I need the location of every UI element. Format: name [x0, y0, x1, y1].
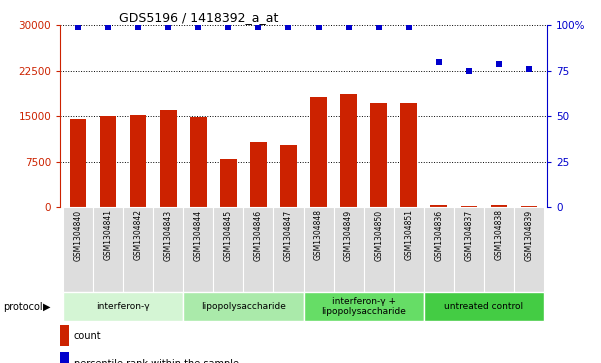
Bar [130, 115, 147, 207]
Text: GSM1304838: GSM1304838 [495, 209, 503, 261]
Bar [70, 119, 87, 207]
Bar [60, 352, 69, 363]
Bar [454, 207, 484, 292]
Bar [484, 207, 514, 292]
Bar [490, 205, 507, 207]
Bar [220, 159, 237, 207]
Text: GSM1304841: GSM1304841 [104, 209, 112, 261]
Text: percentile rank within the sample: percentile rank within the sample [74, 359, 239, 363]
Bar [60, 325, 69, 346]
Point [494, 61, 504, 66]
Point [224, 24, 233, 30]
Bar [334, 207, 364, 292]
Point [133, 24, 143, 30]
Text: untreated control: untreated control [444, 302, 523, 311]
Bar [424, 292, 544, 321]
Bar [183, 292, 304, 321]
Bar [183, 207, 213, 292]
Text: count: count [74, 331, 102, 341]
Point [163, 24, 173, 30]
Bar [213, 207, 243, 292]
Bar [100, 116, 117, 207]
Text: GSM1304839: GSM1304839 [525, 209, 533, 261]
Text: GSM1304842: GSM1304842 [134, 209, 142, 261]
Text: interferon-γ: interferon-γ [96, 302, 150, 311]
Text: GSM1304845: GSM1304845 [224, 209, 233, 261]
Text: GDS5196 / 1418392_a_at: GDS5196 / 1418392_a_at [118, 11, 278, 24]
Point [194, 24, 203, 30]
Text: GSM1304849: GSM1304849 [344, 209, 353, 261]
Point [314, 24, 323, 30]
Bar [460, 206, 477, 207]
Point [73, 24, 83, 30]
Point [434, 59, 444, 65]
Text: GSM1304837: GSM1304837 [465, 209, 473, 261]
Point [103, 24, 113, 30]
Bar [153, 207, 183, 292]
Point [344, 24, 353, 30]
Bar [364, 207, 394, 292]
Bar [304, 292, 424, 321]
Point [404, 24, 413, 30]
Text: GSM1304847: GSM1304847 [284, 209, 293, 261]
Text: GSM1304848: GSM1304848 [314, 209, 323, 261]
Text: GSM1304844: GSM1304844 [194, 209, 203, 261]
Text: GSM1304851: GSM1304851 [404, 209, 413, 261]
Bar [190, 117, 207, 207]
Bar [430, 205, 447, 207]
Text: GSM1304840: GSM1304840 [74, 209, 82, 261]
Text: lipopolysaccharide: lipopolysaccharide [201, 302, 286, 311]
Bar [123, 207, 153, 292]
Bar [400, 103, 417, 207]
Text: GSM1304843: GSM1304843 [164, 209, 172, 261]
Bar [394, 207, 424, 292]
Point [284, 24, 293, 30]
Bar [520, 206, 537, 207]
Bar [160, 110, 177, 207]
Point [254, 24, 263, 30]
Bar [514, 207, 544, 292]
Text: GSM1304850: GSM1304850 [374, 209, 383, 261]
Bar [340, 94, 357, 207]
Text: ▶: ▶ [43, 302, 50, 312]
Text: interferon-γ +
lipopolysaccharide: interferon-γ + lipopolysaccharide [321, 297, 406, 317]
Text: protocol: protocol [3, 302, 43, 312]
Point [524, 66, 534, 72]
Bar [304, 207, 334, 292]
Bar [93, 207, 123, 292]
Point [464, 68, 474, 74]
Bar [310, 97, 327, 207]
Bar [63, 207, 93, 292]
Bar [273, 207, 304, 292]
Text: GSM1304836: GSM1304836 [435, 209, 443, 261]
Bar [250, 142, 267, 207]
Point [374, 24, 383, 30]
Bar [424, 207, 454, 292]
Bar [63, 292, 183, 321]
Bar [280, 144, 297, 207]
Text: GSM1304846: GSM1304846 [254, 209, 263, 261]
Bar [370, 103, 387, 207]
Bar [243, 207, 273, 292]
